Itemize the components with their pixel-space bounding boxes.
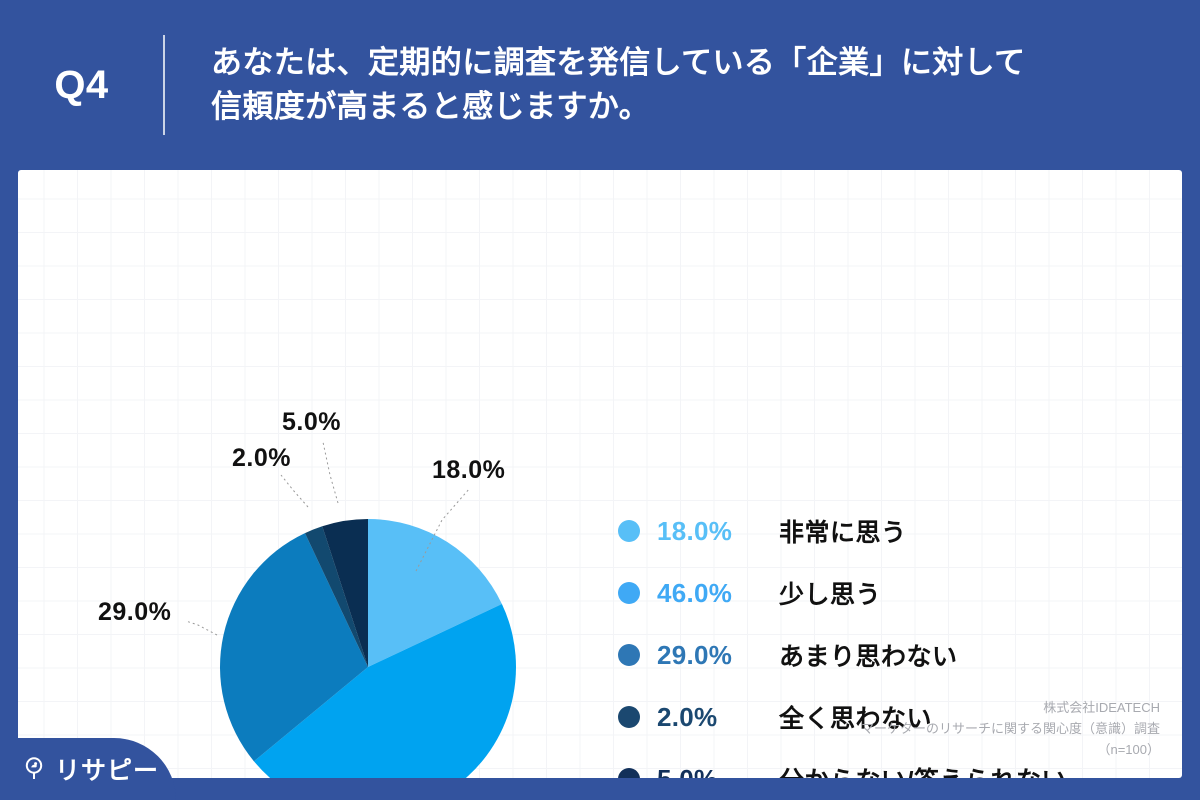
pie-label-5: 5.0% <box>282 408 341 436</box>
credit-survey-name: マーケターのリサーチに関する関心度（意識）調査 <box>860 720 1160 736</box>
header-banner: Q4 あなたは、定期的に調査を発信している「企業」に対して 信頼度が高まると感じ… <box>0 0 1200 170</box>
legend-percent: 29.0% <box>657 639 733 670</box>
legend-row[interactable]: 18.0% 非常に思う <box>618 500 1178 562</box>
pie-chart-svg <box>185 441 516 778</box>
pie-slice[interactable] <box>368 519 502 667</box>
brand-name: リサピー <box>55 757 160 785</box>
legend-row[interactable]: 29.0% あまり思わない <box>618 624 1178 686</box>
credit-sample-size: （n=100） <box>1097 741 1160 757</box>
pie-chart: 18.0% 46.0% 29.0% 2.0% 5.0% <box>18 170 638 778</box>
question-title: あなたは、定期的に調査を発信している「企業」に対して 信頼度が高まると感じますか… <box>211 44 1026 124</box>
pie-leader-lines <box>185 441 471 636</box>
pie-slice[interactable] <box>253 603 516 778</box>
pie-slice[interactable] <box>304 526 368 667</box>
legend-color-swatch <box>618 768 640 778</box>
legend-percent: 46.0% <box>657 577 733 608</box>
pie-label-29: 29.0% <box>98 598 172 626</box>
pie-label-18: 18.0% <box>432 456 506 484</box>
credit-company: 株式会社IDEATECH <box>1043 699 1160 715</box>
pie-slice[interactable] <box>322 519 368 667</box>
header-divider <box>163 35 165 135</box>
legend-label: あまり思わない <box>779 643 958 671</box>
legend-label: 少し思う <box>779 581 882 609</box>
legend-percent: 5.0% <box>657 764 779 779</box>
pie-slice[interactable] <box>219 533 368 762</box>
brand-logo[interactable]: リサピー <box>0 738 176 800</box>
legend-label: 分からない/答えられない <box>779 761 1067 778</box>
pie-slice-group <box>219 519 516 778</box>
question-number: Q4 <box>54 62 109 107</box>
legend-percent: 18.0% <box>657 515 733 546</box>
chart-card: 18.0% 46.0% 29.0% 2.0% 5.0% 18.0% 非常に思う 46… <box>18 170 1182 778</box>
credits-block: 株式会社IDEATECH マーケターのリサーチに関する関心度（意識）調査 （n=… <box>861 697 1160 760</box>
legend-row[interactable]: 46.0% 少し思う <box>618 562 1178 624</box>
search-pin-icon <box>22 755 48 786</box>
legend-color-swatch <box>618 520 640 542</box>
legend-label: 全く思わない <box>779 705 933 733</box>
legend-label: 非常に思う <box>779 519 907 547</box>
leader-line-29 <box>185 620 218 636</box>
pie-label-2: 2.0% <box>232 444 291 472</box>
legend-row[interactable]: 2.0% 全く思わない <box>618 686 1178 748</box>
legend-color-swatch <box>618 706 640 728</box>
leader-line-18 <box>415 487 471 572</box>
legend-color-swatch <box>618 582 640 604</box>
chart-legend: 18.0% 非常に思う 46.0% 少し思う 29.0% あまり思わない 2.0% 全く思わな… <box>618 500 1178 778</box>
legend-color-swatch <box>618 644 640 666</box>
leader-line-5 <box>322 441 339 504</box>
legend-row[interactable]: 5.0%分からない/答えられない <box>618 748 1178 778</box>
leader-line-2 <box>280 474 309 508</box>
legend-percent: 2.0% <box>657 701 718 732</box>
